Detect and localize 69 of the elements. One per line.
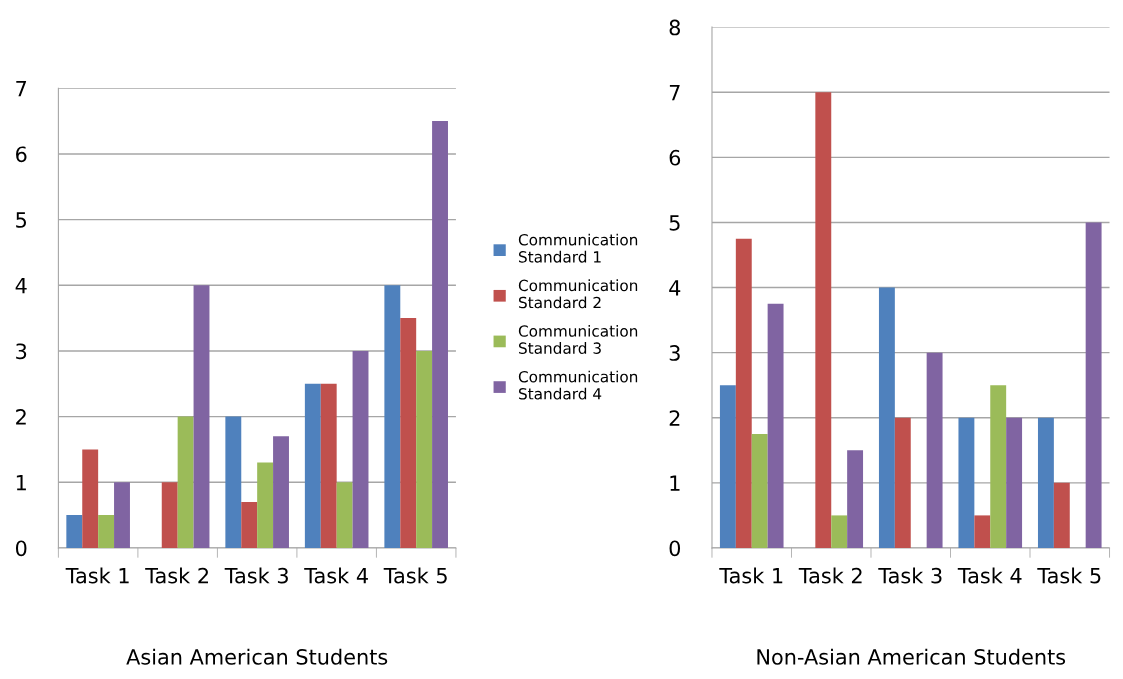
- bar: [114, 482, 130, 548]
- bar: [193, 285, 210, 548]
- bar: [177, 416, 194, 548]
- x-tick-label: Task 1: [719, 567, 783, 584]
- bar: [719, 385, 736, 548]
- bar: [751, 434, 768, 548]
- bar: [990, 385, 1007, 548]
- y-tick-label: 6: [16, 146, 27, 163]
- bar: [1037, 417, 1054, 548]
- x-tick-label: Task 4: [957, 567, 1022, 584]
- bar: [98, 515, 115, 548]
- y-tick-label: 5: [16, 212, 27, 228]
- text: Non-Asian American Students: [757, 648, 1066, 665]
- legend-label: Communication Standard 4: [518, 370, 638, 400]
- bar: [384, 285, 401, 548]
- bar: [336, 482, 353, 548]
- bar: [1085, 222, 1102, 548]
- y-tick-label: 4: [15, 278, 27, 294]
- x-tick-label: Task 1: [65, 567, 129, 584]
- bar: [878, 287, 895, 548]
- bar: [352, 350, 369, 548]
- x-tick-label: Task 3: [878, 567, 942, 584]
- y-tick-label: 0: [15, 540, 27, 557]
- x-tick-label: Task 5: [383, 567, 447, 584]
- bar: [273, 436, 289, 548]
- x-tick-label: Task 5: [1037, 567, 1101, 584]
- bar: [1053, 482, 1070, 548]
- y-tick-label: 1: [16, 475, 26, 491]
- y-tick-label: 1: [670, 475, 680, 491]
- bar: [831, 515, 848, 548]
- y-tick-label: 0: [669, 540, 681, 557]
- legend-label: Communication Standard 3: [518, 324, 638, 354]
- y-tick-label: 8: [669, 19, 680, 36]
- bar: [1006, 417, 1023, 548]
- bar: [432, 121, 448, 548]
- y-tick-label: 6: [669, 149, 681, 166]
- y-tick-label: 5: [669, 215, 680, 231]
- y-tick-label: 3: [16, 343, 27, 360]
- bar: [735, 238, 752, 548]
- x-tick-label: Task 4: [304, 567, 368, 584]
- bar: [958, 417, 975, 548]
- bar: [847, 450, 864, 548]
- y-tick-label: 3: [669, 345, 680, 361]
- bar: [400, 318, 417, 548]
- y-tick-label: 2: [669, 410, 680, 426]
- bar: [304, 383, 321, 548]
- legend-label: Communication Standard 2: [518, 279, 638, 309]
- bar: [161, 482, 178, 548]
- bar: [767, 303, 784, 548]
- bar: [974, 515, 991, 548]
- y-tick-label: 7: [669, 84, 680, 101]
- bar: [82, 449, 99, 548]
- legend-label: Communication Standard 1: [518, 233, 638, 263]
- x-tick-label: Task 2: [145, 567, 208, 584]
- bar: [225, 416, 242, 548]
- bar: [66, 515, 83, 548]
- y-tick-label: 2: [16, 409, 26, 425]
- bar: [894, 417, 911, 548]
- bar: [815, 92, 832, 548]
- bar: [241, 501, 258, 548]
- text: Asian American Students: [126, 648, 388, 665]
- bar: [416, 350, 433, 548]
- y-tick-label: 7: [16, 81, 27, 97]
- x-tick-label: Task 2: [798, 567, 862, 584]
- bar: [926, 352, 943, 548]
- y-tick-label: 4: [669, 280, 681, 296]
- bar: [320, 383, 337, 548]
- x-tick-label: Task 3: [224, 567, 288, 584]
- bar: [257, 462, 274, 548]
